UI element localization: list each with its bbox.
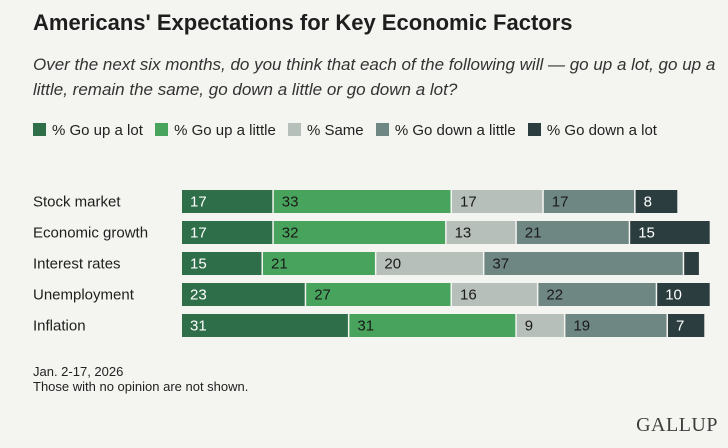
bar-segment — [182, 314, 348, 337]
bar-value-label: 20 — [384, 256, 401, 273]
bar-value-label: 10 — [665, 287, 682, 304]
bar-segment — [635, 190, 678, 213]
bar-value-label: 32 — [282, 225, 299, 242]
bar-value-label: 31 — [357, 318, 374, 335]
category-label: Unemployment — [33, 287, 135, 304]
bar-segment — [446, 221, 516, 244]
bar-segment — [306, 283, 451, 306]
bar-value-label: 8 — [644, 194, 652, 211]
legend-label: % Go down a lot — [546, 122, 657, 139]
bar-value-label: 13 — [455, 225, 472, 242]
legend-item-go-down-a-lot: % Go down a lot — [527, 122, 657, 139]
bar-segment — [684, 252, 699, 275]
footnote-note: Those with no opinion are not shown. — [33, 379, 249, 394]
legend-label: % Go up a lot — [52, 122, 143, 139]
bar-segment — [484, 252, 683, 275]
category-label: Economic growth — [33, 225, 148, 242]
bar-segment — [273, 221, 446, 244]
bar-value-label: 7 — [676, 318, 684, 335]
legend-item-same: % Same — [287, 122, 364, 139]
bar-segment — [565, 314, 667, 337]
legend-swatch — [155, 123, 169, 136]
category-label: Inflation — [33, 318, 86, 335]
bar-value-label: 17 — [460, 194, 477, 211]
bar-value-label: 9 — [525, 318, 533, 335]
legend-label: % Same — [306, 122, 364, 139]
bar-value-label: 17 — [552, 194, 569, 211]
chart-title: Americans' Expectations for Key Economic… — [33, 10, 573, 35]
footnote: Jan. 2-17, 2026 Those with no opinion ar… — [33, 364, 248, 394]
bar-segment — [452, 283, 537, 306]
bar-value-label: 27 — [314, 287, 331, 304]
bar-segment — [657, 283, 710, 306]
bar-segment — [182, 190, 273, 213]
bar-segment — [538, 283, 656, 306]
bar-segment — [516, 221, 629, 244]
bar-segment — [376, 252, 483, 275]
bar-segment — [516, 314, 564, 337]
bar-value-label: 31 — [190, 318, 207, 335]
bar-segment — [630, 221, 710, 244]
bar-segment — [452, 190, 543, 213]
category-label: Stock market — [33, 194, 121, 211]
legend-item-go-up-a-little: % Go up a little — [155, 122, 276, 139]
legend-item-go-down-a-little: % Go down a little — [375, 122, 516, 139]
legend-swatch — [33, 123, 46, 136]
bar-value-label: 17 — [190, 194, 207, 211]
bar-value-label: 17 — [190, 225, 207, 242]
bar-value-label: 23 — [190, 287, 207, 304]
legend-label: % Go up a little — [174, 122, 276, 139]
bar-segment — [263, 252, 375, 275]
bar-value-label: 21 — [525, 225, 542, 242]
bar-value-label: 15 — [190, 256, 207, 273]
bar-value-label: 21 — [271, 256, 288, 273]
legend-swatch — [375, 123, 389, 136]
footnote-dates: Jan. 2-17, 2026 — [33, 364, 124, 379]
legend-swatch — [527, 123, 541, 136]
stacked-bar-chart: Stock market 17 33 17 17 8 Economic growth 17 32… — [33, 190, 710, 337]
bar-segment — [182, 221, 273, 244]
legend-label: % Go down a little — [394, 122, 516, 139]
chart-subtitle: Over the next six months, do you think t… — [33, 55, 716, 99]
legend-swatch — [287, 123, 301, 136]
gallup-logo: GALLUP — [636, 414, 718, 436]
bar-value-label: 33 — [282, 194, 299, 211]
bar-segment — [182, 252, 262, 275]
bar-segment — [182, 283, 305, 306]
bar-value-label: 15 — [638, 225, 655, 242]
bar-value-label: 19 — [573, 318, 590, 335]
bar-value-label: 37 — [492, 256, 509, 273]
bar-segment — [543, 190, 635, 213]
category-label: Interest rates — [33, 256, 121, 273]
legend: % Go up a lot % Go up a little % Same % … — [33, 118, 723, 144]
bar-segment — [273, 190, 451, 213]
bar-segment — [349, 314, 516, 337]
legend-item-go-up-a-lot: % Go up a lot — [33, 122, 143, 139]
bar-segment — [668, 314, 705, 337]
bar-value-label: 16 — [460, 287, 477, 304]
bar-value-label: 22 — [546, 287, 563, 304]
